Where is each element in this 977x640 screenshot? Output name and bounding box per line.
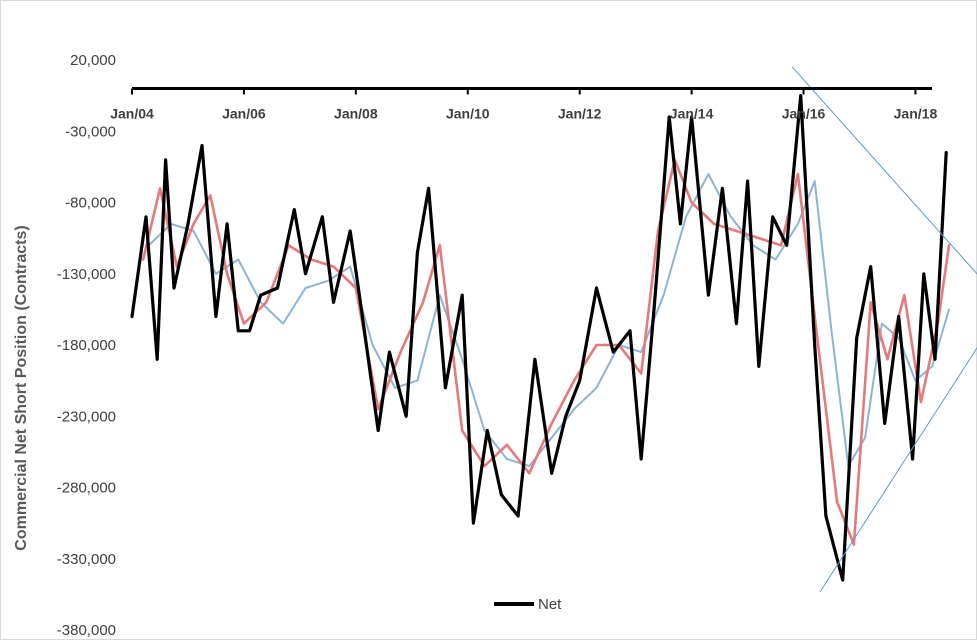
x-tick-label: Jan/08: [334, 106, 378, 122]
legend-net-label: Net: [538, 596, 562, 613]
x-tick-label: Jan/12: [558, 106, 602, 122]
x-tick-label: Jan/04: [110, 106, 154, 122]
x-tick-label: Jan/16: [782, 106, 826, 122]
x-tick-label: Jan/06: [222, 106, 266, 122]
lower-trendline: [819, 347, 977, 592]
y-tick-label: -130,000: [57, 266, 116, 283]
y-axis-ticks: 20,000 -30,000 -80,000 -130,000 -180,000 -230…: [57, 52, 116, 639]
plot-area: [130, 66, 977, 592]
y-tick-label: -230,000: [57, 408, 116, 425]
x-tick-label: Jan/14: [670, 106, 714, 122]
y-tick-label: -30,000: [65, 123, 116, 140]
upper-trendline: [791, 66, 977, 275]
y-tick-label: -180,000: [57, 337, 116, 354]
y-tick-label: -380,000: [57, 622, 116, 639]
x-tick-label: Jan/10: [446, 106, 490, 122]
series-long-average-line: [147, 173, 950, 468]
series-short-average-line: [141, 158, 951, 546]
x-axis-ticks: Jan/04 Jan/06 Jan/08 Jan/10 Jan/12 Jan/14 Jan/…: [110, 88, 938, 122]
y-tick-label: -330,000: [57, 551, 116, 568]
legend[interactable]: Net: [494, 596, 562, 613]
y-axis-label: Commercial Net Short Position (Contracts…: [13, 225, 30, 550]
y-tick-label: 20,000: [70, 52, 116, 69]
series-net-line: [130, 93, 948, 582]
y-tick-label: -280,000: [57, 480, 116, 497]
x-tick-label: Jan/18: [894, 106, 938, 122]
y-tick-label: -80,000: [65, 195, 116, 212]
